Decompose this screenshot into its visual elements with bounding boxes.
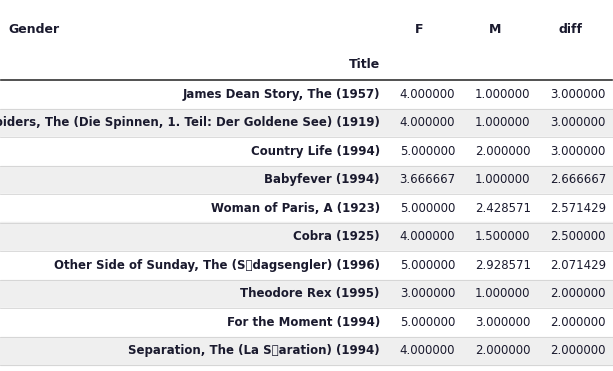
Text: 1.000000: 1.000000 <box>475 88 531 101</box>
Text: Theodore Rex (1995): Theodore Rex (1995) <box>240 287 380 300</box>
Text: 2.071429: 2.071429 <box>550 259 606 272</box>
Text: 2.666667: 2.666667 <box>550 173 606 186</box>
Bar <box>0 0 613 48</box>
Text: Country Life (1994): Country Life (1994) <box>251 145 380 158</box>
Text: Other Side of Sunday, The (S鼺dagsengler) (1996): Other Side of Sunday, The (S鼺dagsengler)… <box>54 259 380 272</box>
Text: Separation, The (La S隔aration) (1994): Separation, The (La S隔aration) (1994) <box>128 344 380 357</box>
Text: 4.000000: 4.000000 <box>400 116 455 129</box>
Bar <box>0 251 613 279</box>
Text: F: F <box>416 23 424 36</box>
Text: 2.000000: 2.000000 <box>475 344 531 357</box>
Text: 2.500000: 2.500000 <box>550 230 606 243</box>
Text: For the Moment (1994): For the Moment (1994) <box>227 316 380 329</box>
Text: M: M <box>489 23 501 36</box>
Text: 4.000000: 4.000000 <box>400 88 455 101</box>
Bar <box>0 279 613 308</box>
Text: 1.500000: 1.500000 <box>475 230 531 243</box>
Text: 3.000000: 3.000000 <box>550 88 606 101</box>
Text: Woman of Paris, A (1923): Woman of Paris, A (1923) <box>211 202 380 215</box>
Text: 3.000000: 3.000000 <box>400 287 455 300</box>
Text: Spiders, The (Die Spinnen, 1. Teil: Der Goldene See) (1919): Spiders, The (Die Spinnen, 1. Teil: Der … <box>0 116 380 129</box>
Text: 5.000000: 5.000000 <box>400 202 455 215</box>
Text: Babyfever (1994): Babyfever (1994) <box>264 173 380 186</box>
Text: 3.666667: 3.666667 <box>399 173 455 186</box>
Text: 4.000000: 4.000000 <box>400 230 455 243</box>
Text: James Dean Story, The (1957): James Dean Story, The (1957) <box>183 88 380 101</box>
Text: 5.000000: 5.000000 <box>400 145 455 158</box>
Text: 3.000000: 3.000000 <box>550 116 606 129</box>
Text: 2.000000: 2.000000 <box>550 287 606 300</box>
Text: 2.428571: 2.428571 <box>474 202 531 215</box>
Text: 5.000000: 5.000000 <box>400 259 455 272</box>
Bar <box>0 108 613 137</box>
Bar <box>0 194 613 223</box>
Text: diff: diff <box>558 23 582 36</box>
Text: 1.000000: 1.000000 <box>475 173 531 186</box>
Text: Title: Title <box>349 58 380 70</box>
Bar <box>0 308 613 336</box>
Text: 4.000000: 4.000000 <box>400 344 455 357</box>
Text: 2.000000: 2.000000 <box>550 344 606 357</box>
Text: Gender: Gender <box>8 23 59 36</box>
Text: 3.000000: 3.000000 <box>550 145 606 158</box>
Text: 3.000000: 3.000000 <box>475 316 531 329</box>
Bar <box>0 80 613 108</box>
Text: 2.928571: 2.928571 <box>474 259 531 272</box>
Text: 2.571429: 2.571429 <box>550 202 606 215</box>
Bar <box>0 223 613 251</box>
Bar <box>0 137 613 165</box>
Text: 5.000000: 5.000000 <box>400 316 455 329</box>
Bar <box>0 48 613 80</box>
Text: Cobra (1925): Cobra (1925) <box>293 230 380 243</box>
Text: 2.000000: 2.000000 <box>550 316 606 329</box>
Bar <box>0 336 613 365</box>
Text: 1.000000: 1.000000 <box>475 116 531 129</box>
Bar <box>0 165 613 194</box>
Text: 2.000000: 2.000000 <box>475 145 531 158</box>
Text: 1.000000: 1.000000 <box>475 287 531 300</box>
